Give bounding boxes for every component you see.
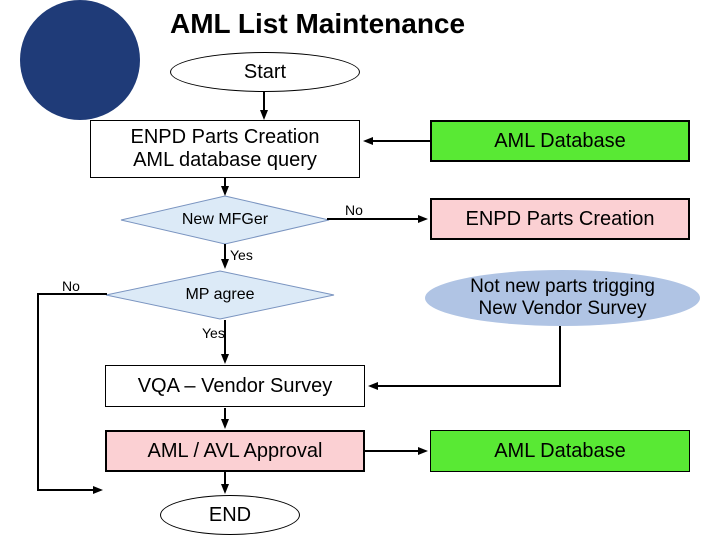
node-survey-label: Not new parts trigging New Vendor Survey (470, 276, 655, 320)
node-end-label: END (209, 504, 251, 527)
node-start-label: Start (244, 61, 286, 84)
node-enpd-query-label: ENPD Parts Creation AML database query (131, 126, 320, 172)
edge-label-yes-mfger: Yes (230, 247, 253, 263)
page-title: AML List Maintenance (170, 8, 465, 40)
node-aml-avl-label: AML / AVL Approval (148, 440, 323, 463)
node-enpd-create-label: ENPD Parts Creation (466, 208, 655, 231)
node-mp-agree-label: MP agree (185, 286, 254, 304)
node-mp-agree: MP agree (105, 270, 335, 320)
decorative-circle (20, 0, 140, 120)
node-new-mfger-label: New MFGer (182, 211, 268, 229)
edge-label-yes-mp: Yes (202, 325, 225, 341)
node-aml-avl-approval: AML / AVL Approval (105, 430, 365, 472)
node-aml-database-top: AML Database (430, 120, 690, 162)
node-enpd-parts-creation: ENPD Parts Creation (430, 198, 690, 240)
node-vqa-vendor-survey: VQA – Vendor Survey (105, 365, 365, 407)
node-enpd-query: ENPD Parts Creation AML database query (90, 120, 360, 178)
node-end: END (160, 495, 300, 535)
node-vqa-label: VQA – Vendor Survey (138, 375, 333, 398)
node-aml-database-bottom: AML Database (430, 430, 690, 472)
node-aml-db-bot-label: AML Database (494, 440, 626, 463)
node-new-vendor-survey: Not new parts trigging New Vendor Survey (425, 270, 700, 326)
node-start: Start (170, 52, 360, 92)
node-new-mfger: New MFGer (120, 195, 330, 245)
node-aml-db-top-label: AML Database (494, 130, 626, 153)
edge-label-no-mp: No (62, 278, 80, 294)
edge-label-no-mfger: No (345, 202, 363, 218)
